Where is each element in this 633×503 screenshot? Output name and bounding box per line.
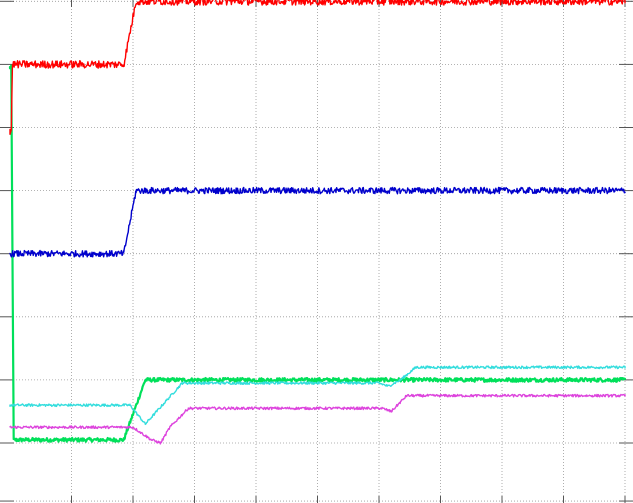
trace-red [9,0,626,135]
trace-magenta [9,393,626,445]
trace-green [8,64,627,443]
trace-group [8,0,627,445]
trace-cyan [9,365,626,426]
trace-blue [9,186,626,258]
